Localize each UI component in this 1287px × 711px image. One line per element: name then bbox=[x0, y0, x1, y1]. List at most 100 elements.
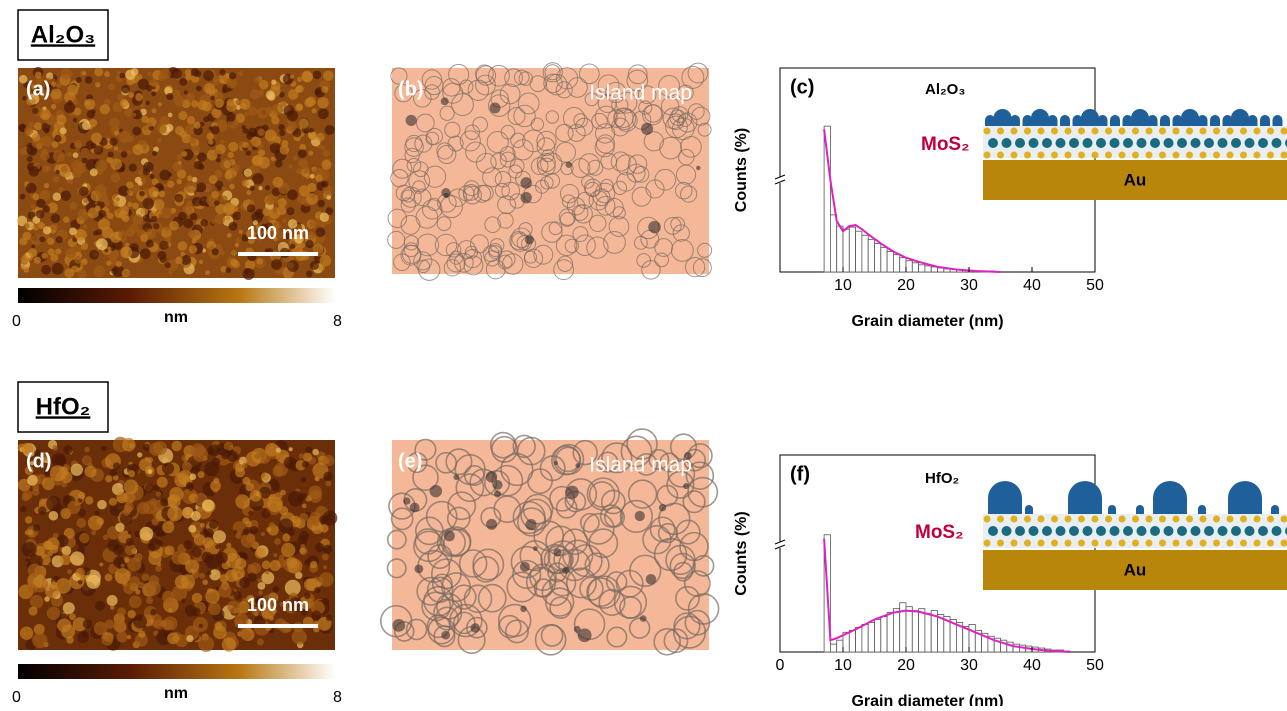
afm-grain bbox=[76, 77, 82, 83]
afm-grain bbox=[151, 216, 157, 222]
afm-grain bbox=[56, 236, 63, 243]
afm-grain bbox=[209, 520, 218, 529]
void bbox=[696, 166, 701, 171]
afm-grain bbox=[323, 545, 332, 554]
afm-grain bbox=[126, 190, 131, 195]
afm-grain bbox=[230, 259, 238, 267]
afm-grain bbox=[153, 199, 164, 210]
afm-grain bbox=[74, 140, 82, 148]
panel-label: (f) bbox=[790, 463, 810, 485]
atom-s bbox=[1200, 152, 1207, 159]
oxide-island bbox=[1025, 505, 1033, 514]
afm-grain bbox=[219, 69, 225, 75]
afm-grain bbox=[83, 225, 88, 230]
afm-grain bbox=[233, 591, 242, 600]
afm-grain bbox=[82, 71, 86, 75]
afm-grain bbox=[143, 162, 154, 173]
inset-schematic: Au bbox=[983, 481, 1287, 590]
afm-grain bbox=[158, 190, 165, 197]
atom-s bbox=[1159, 516, 1166, 523]
y-axis-label: Counts (%) bbox=[733, 511, 750, 595]
afm-grain bbox=[188, 128, 194, 134]
afm-grain bbox=[78, 568, 85, 575]
afm-grain bbox=[51, 82, 56, 87]
afm-grain bbox=[140, 234, 148, 242]
afm-grain bbox=[141, 208, 148, 215]
atom-s bbox=[1119, 152, 1126, 159]
afm-grain bbox=[299, 531, 309, 541]
afm-grain bbox=[250, 185, 255, 190]
afm-grain bbox=[55, 170, 59, 174]
afm-grain bbox=[300, 547, 308, 555]
afm-grain bbox=[69, 202, 77, 210]
afm-grain bbox=[132, 203, 138, 209]
afm-grain bbox=[44, 183, 49, 188]
afm-grain bbox=[312, 108, 317, 113]
afm-grain bbox=[310, 174, 315, 179]
atom-mo bbox=[1056, 138, 1066, 148]
afm-grain bbox=[175, 256, 183, 264]
afm-grain bbox=[181, 598, 185, 602]
afm-grain bbox=[44, 128, 49, 133]
scale-bar-label: 100 nm bbox=[247, 595, 309, 615]
afm-grain bbox=[132, 127, 141, 136]
atom-mo bbox=[1042, 526, 1052, 536]
afm-grain bbox=[202, 579, 208, 585]
afm-grain bbox=[90, 168, 98, 176]
afm-grain bbox=[290, 243, 295, 248]
atom-s bbox=[1105, 128, 1112, 135]
afm-grain bbox=[326, 615, 332, 621]
afm-grain bbox=[34, 257, 41, 264]
afm-grain bbox=[316, 228, 326, 238]
atom-s bbox=[1092, 152, 1099, 159]
atom-s bbox=[1254, 540, 1261, 547]
afm-grain bbox=[246, 483, 254, 491]
afm-grain bbox=[304, 559, 311, 566]
afm-grain bbox=[66, 248, 77, 259]
afm-grain bbox=[20, 194, 26, 200]
afm-grain bbox=[192, 446, 208, 462]
afm-grain bbox=[190, 474, 197, 481]
afm-grain bbox=[271, 80, 276, 85]
afm-grain bbox=[95, 601, 105, 611]
afm-grain bbox=[113, 545, 124, 556]
afm-grain bbox=[317, 200, 324, 207]
afm-grain bbox=[159, 170, 170, 181]
afm-grain bbox=[52, 141, 59, 148]
colorbar-unit: nm bbox=[164, 685, 188, 702]
afm-grain bbox=[181, 151, 187, 157]
afm-grain bbox=[296, 85, 304, 93]
atom-s bbox=[1146, 516, 1153, 523]
afm-grain bbox=[215, 214, 225, 224]
afm-grain bbox=[288, 491, 304, 507]
void bbox=[521, 192, 532, 203]
afm-grain bbox=[132, 214, 143, 225]
histogram-bar bbox=[837, 640, 843, 652]
afm-grain bbox=[63, 445, 72, 454]
afm-grain bbox=[286, 557, 297, 568]
afm-grain bbox=[147, 72, 151, 76]
afm-grain bbox=[250, 490, 262, 502]
afm-grain bbox=[119, 73, 125, 79]
void bbox=[441, 97, 449, 105]
afm-grain bbox=[200, 219, 208, 227]
void bbox=[640, 615, 647, 622]
x-tick-label: 40 bbox=[1023, 277, 1041, 294]
histogram-bar bbox=[912, 263, 918, 272]
afm-grain bbox=[150, 609, 157, 616]
afm-grain bbox=[91, 530, 96, 535]
afm-grain bbox=[323, 455, 335, 467]
afm-grain bbox=[42, 165, 49, 172]
afm-grain bbox=[122, 438, 136, 452]
atom-s bbox=[1051, 516, 1058, 523]
void bbox=[490, 103, 501, 114]
atom-mo bbox=[1218, 138, 1228, 148]
oxide-island bbox=[1231, 109, 1249, 126]
oxide-island bbox=[1010, 115, 1020, 126]
afm-grain bbox=[322, 181, 329, 188]
afm-grain bbox=[216, 552, 228, 564]
void bbox=[659, 504, 666, 511]
atom-s bbox=[1092, 516, 1099, 523]
afm-grain bbox=[280, 490, 286, 496]
afm-grain bbox=[315, 174, 323, 182]
